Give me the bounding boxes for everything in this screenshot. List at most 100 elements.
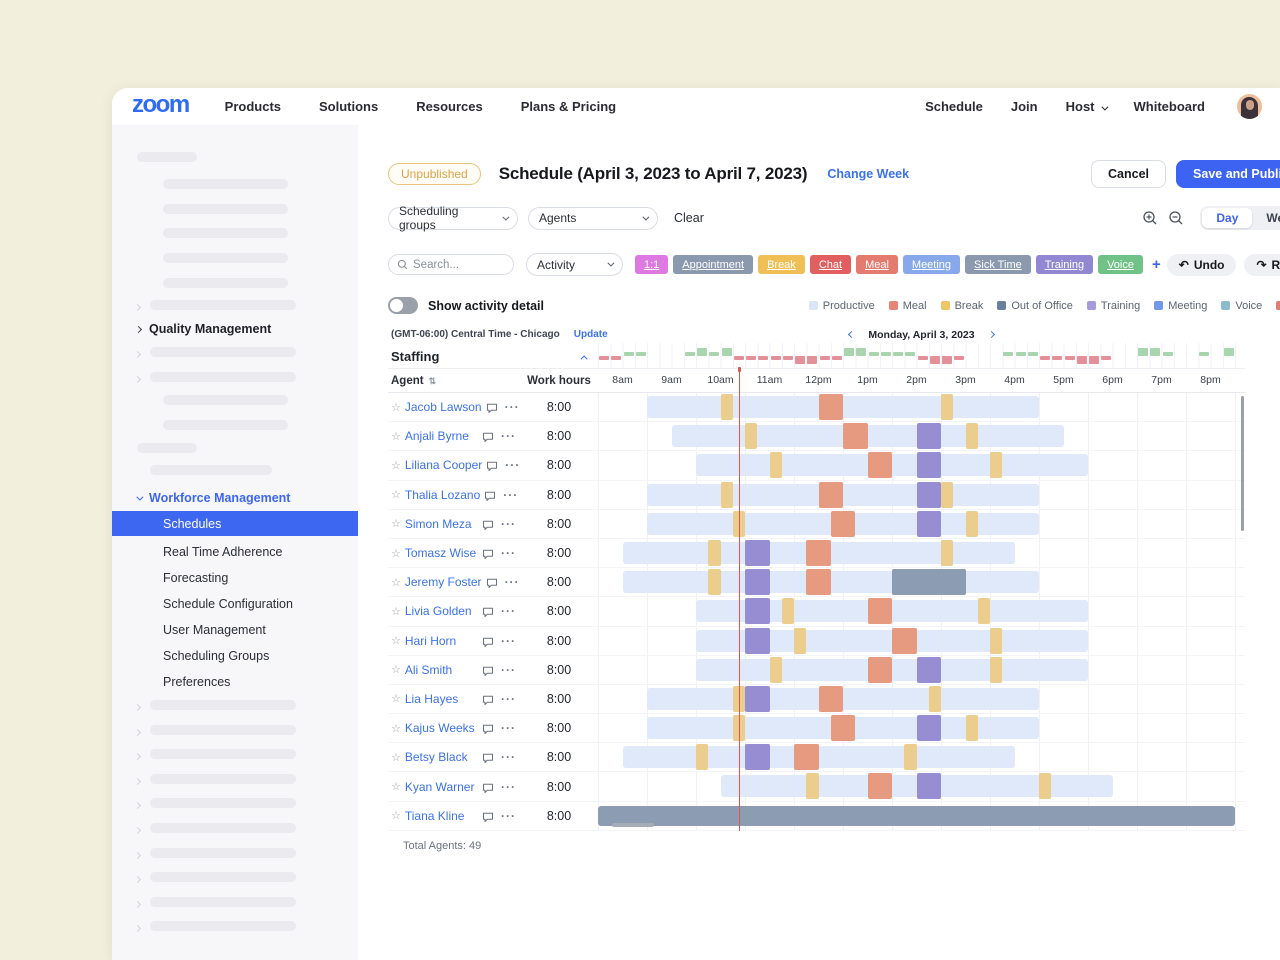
activity-block-meal[interactable]	[818, 481, 843, 508]
activity-block-training[interactable]	[745, 685, 770, 712]
activity-select[interactable]: Activity	[526, 253, 623, 276]
star-icon[interactable]: ☆	[391, 781, 401, 794]
star-icon[interactable]: ☆	[391, 722, 401, 735]
comment-icon[interactable]	[482, 781, 494, 793]
collapse-staffing-icon[interactable]	[580, 347, 598, 365]
activity-block-meal[interactable]	[818, 685, 843, 712]
next-day-icon[interactable]	[987, 330, 995, 339]
activity-block-training[interactable]	[745, 539, 770, 566]
activity-block-training[interactable]	[916, 656, 941, 683]
chevron-right-icon[interactable]	[133, 820, 142, 838]
comment-icon[interactable]	[486, 459, 498, 472]
activity-chip-chat[interactable]: Chat	[809, 255, 852, 274]
nav-item-join[interactable]: Join	[1010, 99, 1038, 114]
activity-block-break[interactable]	[732, 510, 745, 537]
activity-block-training[interactable]	[916, 481, 941, 508]
star-icon[interactable]: ☆	[391, 576, 401, 589]
comment-icon[interactable]	[482, 518, 494, 530]
star-icon[interactable]: ☆	[391, 693, 401, 706]
agent-name-link[interactable]: Kyan Warner	[404, 779, 475, 794]
activity-block-break[interactable]	[941, 481, 954, 508]
activity-block-break[interactable]	[720, 481, 733, 508]
undo-button[interactable]: ↶ Undo	[1166, 253, 1237, 276]
activity-block-meal[interactable]	[830, 510, 856, 537]
sidebar-item-schedules[interactable]: Schedules	[112, 511, 358, 536]
shift-bar[interactable]	[647, 483, 1039, 506]
activity-block-break[interactable]	[977, 598, 990, 625]
vertical-scrollbar[interactable]	[1241, 396, 1244, 531]
activity-block-break[interactable]	[806, 773, 819, 800]
chevron-right-icon[interactable]	[133, 771, 142, 789]
activity-chip-break[interactable]: Break	[758, 255, 805, 274]
sort-icon[interactable]: ⇅	[428, 375, 437, 386]
shift-bar[interactable]	[622, 571, 1039, 594]
redo-button[interactable]: ↷Redo	[1244, 253, 1280, 276]
activity-block-meal[interactable]	[794, 744, 819, 771]
day-view-button[interactable]: Day	[1202, 208, 1253, 228]
activity-block-meal[interactable]	[867, 656, 892, 683]
nav-item-whiteboard[interactable]: Whiteboard	[1133, 99, 1206, 114]
sidebar-item-real-time-adherence[interactable]: Real Time Adherence	[163, 545, 283, 559]
agent-name-link[interactable]: Jacob Lawson	[404, 400, 482, 415]
chevron-right-icon[interactable]	[133, 845, 142, 863]
agent-name-link[interactable]: Tiana Kline	[404, 808, 465, 823]
activity-block-break[interactable]	[720, 394, 733, 420]
activity-block-break[interactable]	[965, 715, 978, 742]
activity-block-break[interactable]	[928, 685, 941, 712]
comment-icon[interactable]	[482, 664, 494, 676]
agent-name-link[interactable]: Kajus Weeks	[404, 721, 475, 736]
shift-bar[interactable]	[647, 396, 1039, 418]
activity-block-break[interactable]	[965, 423, 978, 450]
activity-block-training[interactable]	[916, 715, 941, 742]
comment-icon[interactable]	[482, 722, 494, 735]
chevron-right-icon[interactable]	[133, 795, 142, 813]
activity-block-meal[interactable]	[843, 423, 868, 450]
agent-name-link[interactable]: Livia Golden	[404, 604, 472, 619]
search-input[interactable]	[413, 258, 493, 271]
add-activity-button[interactable]: +	[1152, 256, 1161, 273]
activity-chip-sick-time[interactable]: Sick Time	[965, 255, 1031, 274]
activity-block-meal[interactable]	[806, 569, 831, 596]
activity-block-meal[interactable]	[806, 539, 831, 566]
previous-day-icon[interactable]	[848, 330, 856, 339]
activity-block-meal[interactable]	[830, 715, 856, 742]
shift-bar[interactable]	[696, 600, 1088, 623]
chevron-right-icon[interactable]	[133, 722, 142, 740]
change-week-link[interactable]: Change Week	[827, 167, 910, 181]
activity-block-break[interactable]	[732, 685, 745, 712]
chevron-right-icon[interactable]	[133, 344, 142, 362]
activity-block-break[interactable]	[1039, 773, 1052, 800]
nav-item-plans-pricing[interactable]: Plans & Pricing	[520, 99, 617, 114]
timezone-update-link[interactable]: Update	[573, 329, 608, 340]
star-icon[interactable]: ☆	[391, 810, 401, 823]
shift-bar[interactable]	[647, 687, 1039, 710]
horizontal-scrollbar[interactable]	[612, 823, 654, 827]
activity-block-training[interactable]	[916, 423, 941, 450]
comment-icon[interactable]	[482, 635, 494, 647]
chevron-right-icon[interactable]	[133, 869, 142, 887]
agent-name-link[interactable]: Hari Horn	[404, 633, 457, 648]
chevron-right-icon[interactable]	[133, 746, 142, 764]
zoom-out-icon[interactable]	[1168, 210, 1184, 226]
agent-name-link[interactable]: Betsy Black	[404, 750, 468, 765]
activity-block-training[interactable]	[745, 627, 770, 654]
comment-icon[interactable]	[484, 489, 496, 501]
agent-name-link[interactable]: Simon Meza	[404, 516, 472, 531]
activity-chip-1-1[interactable]: 1:1	[635, 255, 669, 274]
nav-item-resources[interactable]: Resources	[416, 99, 483, 114]
activity-chip-appointment[interactable]: Appointment	[673, 255, 754, 274]
sidebar-item-workforce-management[interactable]: Workforce Management	[136, 491, 290, 505]
star-icon[interactable]: ☆	[391, 635, 401, 648]
scheduling-groups-select[interactable]: Scheduling groups	[388, 204, 518, 232]
activity-block-break[interactable]	[769, 656, 782, 683]
sidebar-item-preferences[interactable]: Preferences	[163, 675, 231, 689]
activity-block-training[interactable]	[745, 744, 770, 771]
chevron-right-icon[interactable]	[133, 369, 142, 387]
activity-block-break[interactable]	[990, 452, 1003, 479]
week-view-button[interactable]: Week	[1266, 211, 1280, 225]
activity-block-training[interactable]	[745, 598, 770, 625]
shift-bar[interactable]	[696, 454, 1088, 477]
star-icon[interactable]: ☆	[391, 489, 401, 502]
activity-block-training[interactable]	[745, 569, 770, 596]
activity-block-meal[interactable]	[818, 394, 843, 420]
